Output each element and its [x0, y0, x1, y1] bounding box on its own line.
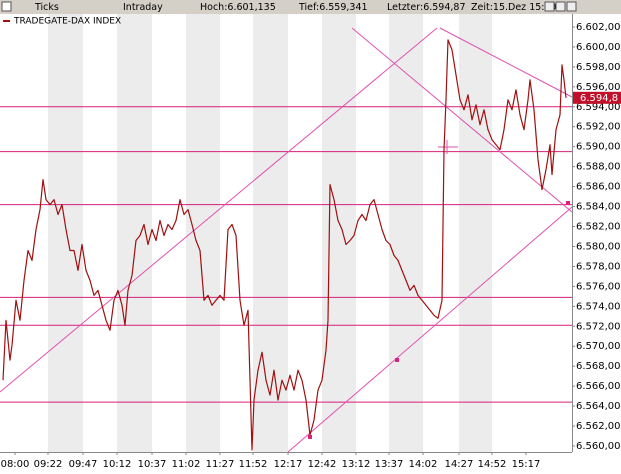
time-band [253, 14, 288, 452]
x-tick-label: 11:52 [239, 459, 268, 470]
last-price-label: 6.594,8 [580, 93, 618, 104]
price-line [2, 39, 567, 451]
y-tick-label: 6.574,00 [576, 301, 621, 312]
trend-line [439, 27, 573, 98]
toolbar-icon[interactable] [544, 1, 555, 12]
time-band [322, 14, 356, 452]
x-tick-label: 11:27 [206, 459, 235, 470]
x-tick-label: 14:27 [445, 459, 474, 470]
y-tick-label: 6.598,00 [576, 62, 621, 73]
time-band [459, 14, 492, 452]
legend-label: TRADEGATE-DAX INDEX [13, 17, 121, 27]
y-tick-label: 6.576,00 [576, 281, 621, 292]
y-tick-label: 6.592,00 [576, 122, 621, 133]
y-tick-label: 6.582,00 [576, 222, 621, 233]
toolbar-icon[interactable] [1, 1, 12, 12]
toolbar-item[interactable]: Ticks [34, 2, 59, 13]
y-tick-label: 6.572,00 [576, 321, 621, 332]
time-band [117, 14, 152, 452]
toolbar-item[interactable]: Intraday [123, 2, 163, 13]
y-tick-label: 6.596,00 [576, 82, 621, 93]
toolbar-item: Tief:6.559,341 [298, 2, 368, 13]
y-tick-label: 6.588,00 [576, 162, 621, 173]
toolbar-item: Hoch:6.601,135 [200, 2, 276, 13]
y-tick-label: 6.586,00 [576, 182, 621, 193]
x-tick-label: 13:37 [375, 459, 404, 470]
y-tick-label: 6.602,00 [576, 22, 621, 33]
y-tick-label: 6.580,00 [576, 241, 621, 252]
toolbar-item: Letzter:6.594,87 [387, 2, 466, 13]
toolbar-item: Zeit:15.Dez 15:59:3 [471, 2, 566, 13]
x-tick-label: 12:17 [274, 459, 303, 470]
time-band [389, 14, 423, 452]
y-tick-label: 6.584,00 [576, 202, 621, 213]
x-tick-label: 12:42 [308, 459, 337, 470]
y-tick-label: 6.594,00 [576, 102, 621, 113]
x-tick-label: 10:37 [138, 459, 167, 470]
anchor-point [566, 201, 570, 205]
y-tick-label: 6.570,00 [576, 341, 621, 352]
last-price-box [573, 91, 621, 104]
x-tick-label: 13:12 [342, 459, 371, 470]
y-tick-label: 6.578,00 [576, 261, 621, 272]
y-tick-label: 6.568,00 [576, 361, 621, 372]
time-band [48, 14, 83, 452]
toolbar-icon[interactable] [555, 1, 566, 12]
x-tick-label: 15:17 [512, 459, 541, 470]
anchor-point [308, 435, 312, 439]
x-tick-label: 08:00 [1, 459, 30, 470]
x-tick-label: 14:52 [478, 459, 507, 470]
toolbar [0, 0, 621, 14]
y-tick-label: 6.560,00 [576, 441, 621, 452]
trend-lines [0, 27, 573, 453]
x-tick-label: 11:02 [172, 459, 201, 470]
y-tick-label: 6.590,00 [576, 142, 621, 153]
y-tick-label: 6.564,00 [576, 401, 621, 412]
x-tick-label: 10:12 [103, 459, 132, 470]
x-tick-label: 09:47 [69, 459, 98, 470]
y-tick-label: 6.566,00 [576, 381, 621, 392]
y-tick-label: 6.562,00 [576, 421, 621, 432]
x-tick-label: 09:22 [34, 459, 63, 470]
y-tick-label: 6.600,00 [576, 42, 621, 53]
anchor-point [395, 358, 399, 362]
toolbar-icon[interactable] [566, 1, 577, 12]
trend-line [0, 27, 438, 393]
x-tick-label: 14:02 [409, 459, 438, 470]
trend-line [351, 27, 573, 213]
trend-line [287, 206, 573, 453]
